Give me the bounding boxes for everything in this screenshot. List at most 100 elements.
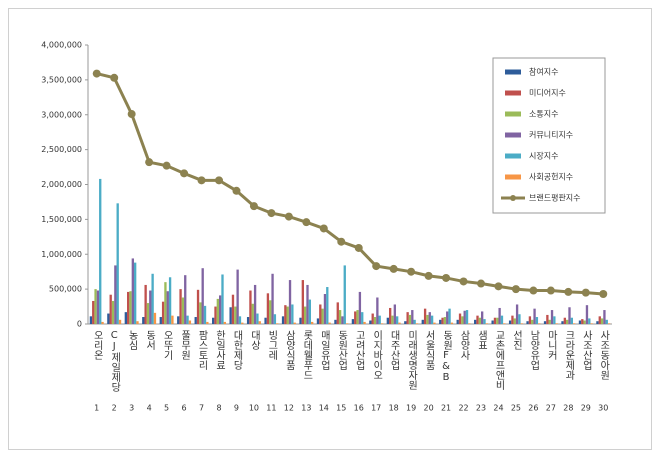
line-marker (546, 286, 555, 295)
bar (446, 311, 449, 324)
bar (241, 322, 244, 324)
bar (598, 316, 601, 324)
line-marker (249, 202, 258, 211)
bar (328, 322, 331, 324)
bar (448, 308, 451, 324)
bar (568, 307, 571, 324)
bar (323, 294, 327, 324)
bar (533, 308, 536, 324)
bar (206, 321, 209, 324)
bar (450, 322, 454, 324)
category-number: 25 (511, 404, 521, 413)
x-tick-label: 한일사료 (214, 330, 226, 370)
bar (219, 295, 222, 324)
x-tick-label: 오리온 (91, 330, 103, 360)
legend-label: 브랜드평판지수 (529, 193, 581, 203)
bar (246, 317, 250, 324)
x-tick-label: 동원F&B (441, 330, 453, 383)
legend-label: 시장지수 (529, 151, 558, 161)
bar (269, 300, 272, 324)
bar (588, 318, 591, 324)
bar (443, 317, 447, 324)
category-number: 9 (234, 404, 239, 413)
bar (306, 284, 309, 324)
line-marker (354, 243, 363, 252)
y-tick-label: 0 (77, 320, 82, 329)
bar (463, 310, 466, 324)
bar (600, 318, 604, 324)
y-tick-label: 4,000,000 (41, 41, 82, 50)
x-tick-label: 교촌에프앤비 (493, 330, 505, 391)
bar (256, 313, 259, 324)
line-marker (110, 73, 119, 82)
bar (92, 300, 95, 324)
bar (518, 314, 521, 324)
bar (570, 317, 573, 324)
bar (96, 290, 100, 324)
category-number: 11 (266, 404, 276, 413)
bar (266, 293, 270, 324)
bar (474, 319, 477, 324)
bar (129, 291, 132, 324)
bar (308, 299, 311, 324)
bar (498, 307, 501, 324)
bar (458, 313, 462, 324)
x-tick-label: CJ제일제당 (109, 330, 121, 392)
bar (483, 319, 486, 324)
bar (550, 310, 554, 324)
x-tick-label: 동서 (144, 330, 156, 351)
bar (168, 277, 172, 324)
bar (216, 298, 219, 324)
bar (563, 317, 567, 324)
bar (118, 319, 122, 324)
bar (493, 317, 497, 324)
bar (276, 323, 279, 324)
bar (153, 312, 157, 324)
bar (596, 321, 599, 324)
bar (304, 306, 307, 324)
bar (351, 319, 355, 324)
bar (572, 323, 576, 324)
bar (603, 310, 606, 324)
bar (144, 284, 147, 324)
bar (99, 178, 102, 324)
bar (231, 294, 235, 324)
x-tick-label: 대주산업 (388, 330, 400, 370)
bar (468, 323, 471, 324)
category-number: 12 (284, 404, 294, 413)
legend-label: 미디어지수 (529, 88, 566, 98)
bar (485, 323, 488, 324)
x-tick-label: 서울식품 (423, 330, 435, 370)
x-tick-label: 롯데웰푸드 (301, 330, 313, 380)
x-tick-label: 선진 (510, 330, 522, 350)
bar (161, 301, 165, 324)
bar (476, 315, 479, 324)
bar (345, 323, 349, 324)
bar (136, 321, 139, 324)
bar (89, 316, 93, 324)
category-number: 19 (406, 404, 416, 413)
bar (264, 317, 267, 324)
bar (301, 280, 305, 324)
bar (114, 265, 117, 324)
bar (354, 311, 357, 324)
bar (393, 304, 396, 324)
bar (361, 312, 364, 324)
bar (415, 323, 419, 324)
bar (101, 321, 104, 324)
legend-swatch (505, 153, 521, 159)
bar (456, 319, 459, 324)
bar (338, 310, 342, 324)
category-number: 28 (563, 404, 573, 413)
bar (271, 273, 274, 324)
bar (196, 289, 200, 324)
line-marker (197, 176, 206, 185)
bar (293, 322, 296, 324)
bar (508, 320, 512, 324)
line-marker (180, 169, 189, 178)
bar (221, 274, 224, 324)
line-marker (215, 176, 223, 185)
bar (149, 290, 152, 324)
bar (465, 310, 469, 324)
line-marker (581, 288, 590, 297)
